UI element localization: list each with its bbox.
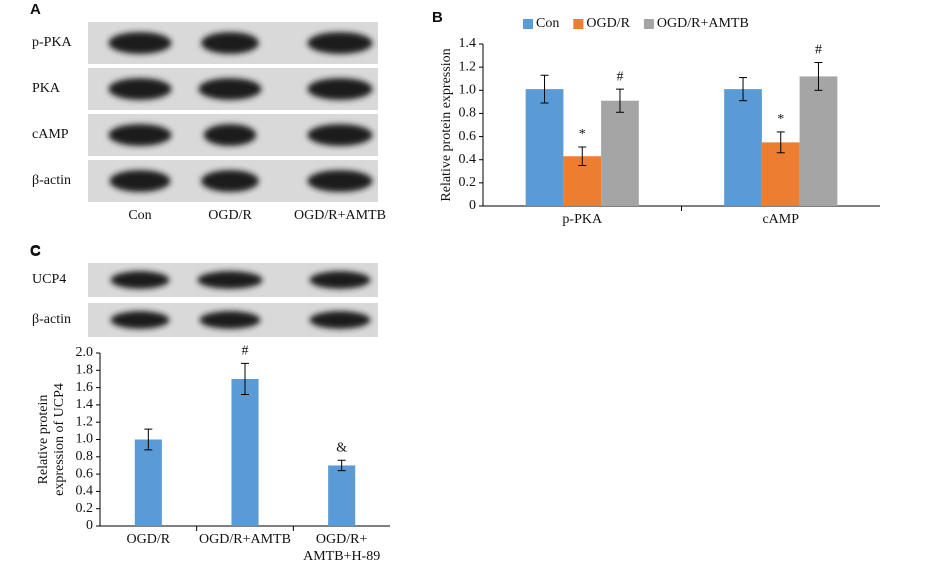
y-tick-label: 1.0	[459, 83, 477, 98]
error-bar	[144, 428, 153, 451]
y-tick-label: 0	[86, 518, 93, 533]
annotation: #	[815, 43, 822, 58]
blot-band	[197, 271, 263, 289]
annotation: *	[777, 112, 784, 127]
blot-band	[108, 78, 172, 100]
annotation: #	[242, 344, 249, 359]
y-tick-label: 0.4	[459, 152, 477, 167]
blot-band	[309, 311, 371, 329]
blot-lane-label: OGD/R+AMTB	[294, 208, 386, 223]
y-tick-label: 1.4	[459, 36, 477, 51]
legend-swatch	[523, 19, 533, 29]
annotation: &	[336, 440, 347, 455]
y-tick-label: 0.8	[76, 449, 94, 464]
y-tick-label: 0.6	[459, 129, 477, 144]
y-tick-label: 0.6	[76, 466, 94, 481]
blot-row-label: UCP4	[32, 272, 66, 287]
y-tick-label: 0.8	[459, 106, 477, 121]
y-tick-label: 1.2	[76, 414, 94, 429]
blot-row-label: PKA	[32, 81, 61, 96]
y-axis-label: Relative protein expression	[439, 48, 454, 201]
y-tick-label: 2.0	[76, 345, 94, 360]
blot-band	[309, 271, 371, 289]
bar	[724, 89, 762, 206]
blot-row-label: cAMP	[32, 127, 69, 142]
y-axis-label: Relative protein	[36, 395, 51, 485]
y-tick-label: 1.2	[459, 59, 477, 74]
blot-band	[110, 311, 170, 329]
panel-label: A	[30, 1, 41, 18]
y-tick-label: 0.2	[459, 175, 477, 190]
bar	[601, 100, 639, 206]
y-tick-label: 1.0	[76, 432, 94, 447]
y-tick-label: 1.8	[76, 363, 94, 378]
error-bar	[578, 146, 587, 166]
y-tick-label: 0.4	[76, 484, 94, 499]
bar	[799, 76, 838, 207]
bar	[231, 378, 259, 526]
blot-row-label: β-actin	[32, 312, 71, 327]
blot-band	[307, 170, 373, 192]
blot-row-label: β-actin	[32, 173, 71, 188]
blot-band	[203, 124, 257, 146]
x-tick-label: AMTB+H-89	[303, 549, 380, 564]
blot-band	[198, 78, 262, 100]
blot-band	[307, 78, 373, 100]
x-tick-label: OGD/R+	[316, 532, 368, 547]
panel-label: C	[30, 242, 41, 259]
annotation: #	[616, 69, 623, 84]
blot-band	[199, 311, 261, 329]
legend-swatch	[573, 19, 584, 29]
blot-band	[110, 271, 170, 289]
x-tick-label: OGD/R	[127, 532, 171, 547]
legend-label: Con	[536, 16, 559, 31]
blot-band	[201, 32, 259, 54]
y-axis-label: expression of UCP4	[52, 383, 67, 496]
blot-row-label: p-PKA	[32, 35, 73, 50]
x-tick-label: OGD/R+AMTB	[199, 532, 291, 547]
blot-band	[109, 170, 171, 192]
y-tick-label: 0.2	[76, 501, 94, 516]
blot-band	[307, 124, 373, 146]
blot-lane-label: OGD/R	[208, 208, 252, 223]
panel-label: B	[432, 9, 443, 26]
blot-lane-label: Con	[128, 208, 151, 223]
y-tick-label: 0	[469, 198, 476, 213]
error-bar	[241, 362, 249, 396]
bar	[134, 439, 162, 526]
error-bar	[814, 62, 823, 91]
bar	[525, 89, 564, 206]
blot-band	[108, 32, 172, 54]
error-bar	[776, 131, 785, 154]
annotation: *	[579, 127, 586, 142]
legend-label: OGD/R	[586, 16, 630, 31]
error-bar	[337, 459, 346, 472]
y-tick-label: 1.6	[76, 380, 94, 395]
y-tick-label: 1.4	[76, 397, 94, 412]
blot-band	[108, 124, 172, 146]
x-tick-label: p-PKA	[562, 212, 603, 227]
legend-label: OGD/R+AMTB	[657, 16, 749, 31]
panel-label: C	[30, 243, 41, 260]
error-bar	[615, 88, 624, 113]
x-tick-label: cAMP	[762, 212, 799, 227]
blot-band	[201, 170, 259, 192]
bar	[328, 465, 356, 526]
legend-swatch	[643, 19, 654, 29]
error-bar	[540, 74, 549, 104]
error-bar	[739, 77, 748, 102]
blot-band	[307, 32, 373, 54]
